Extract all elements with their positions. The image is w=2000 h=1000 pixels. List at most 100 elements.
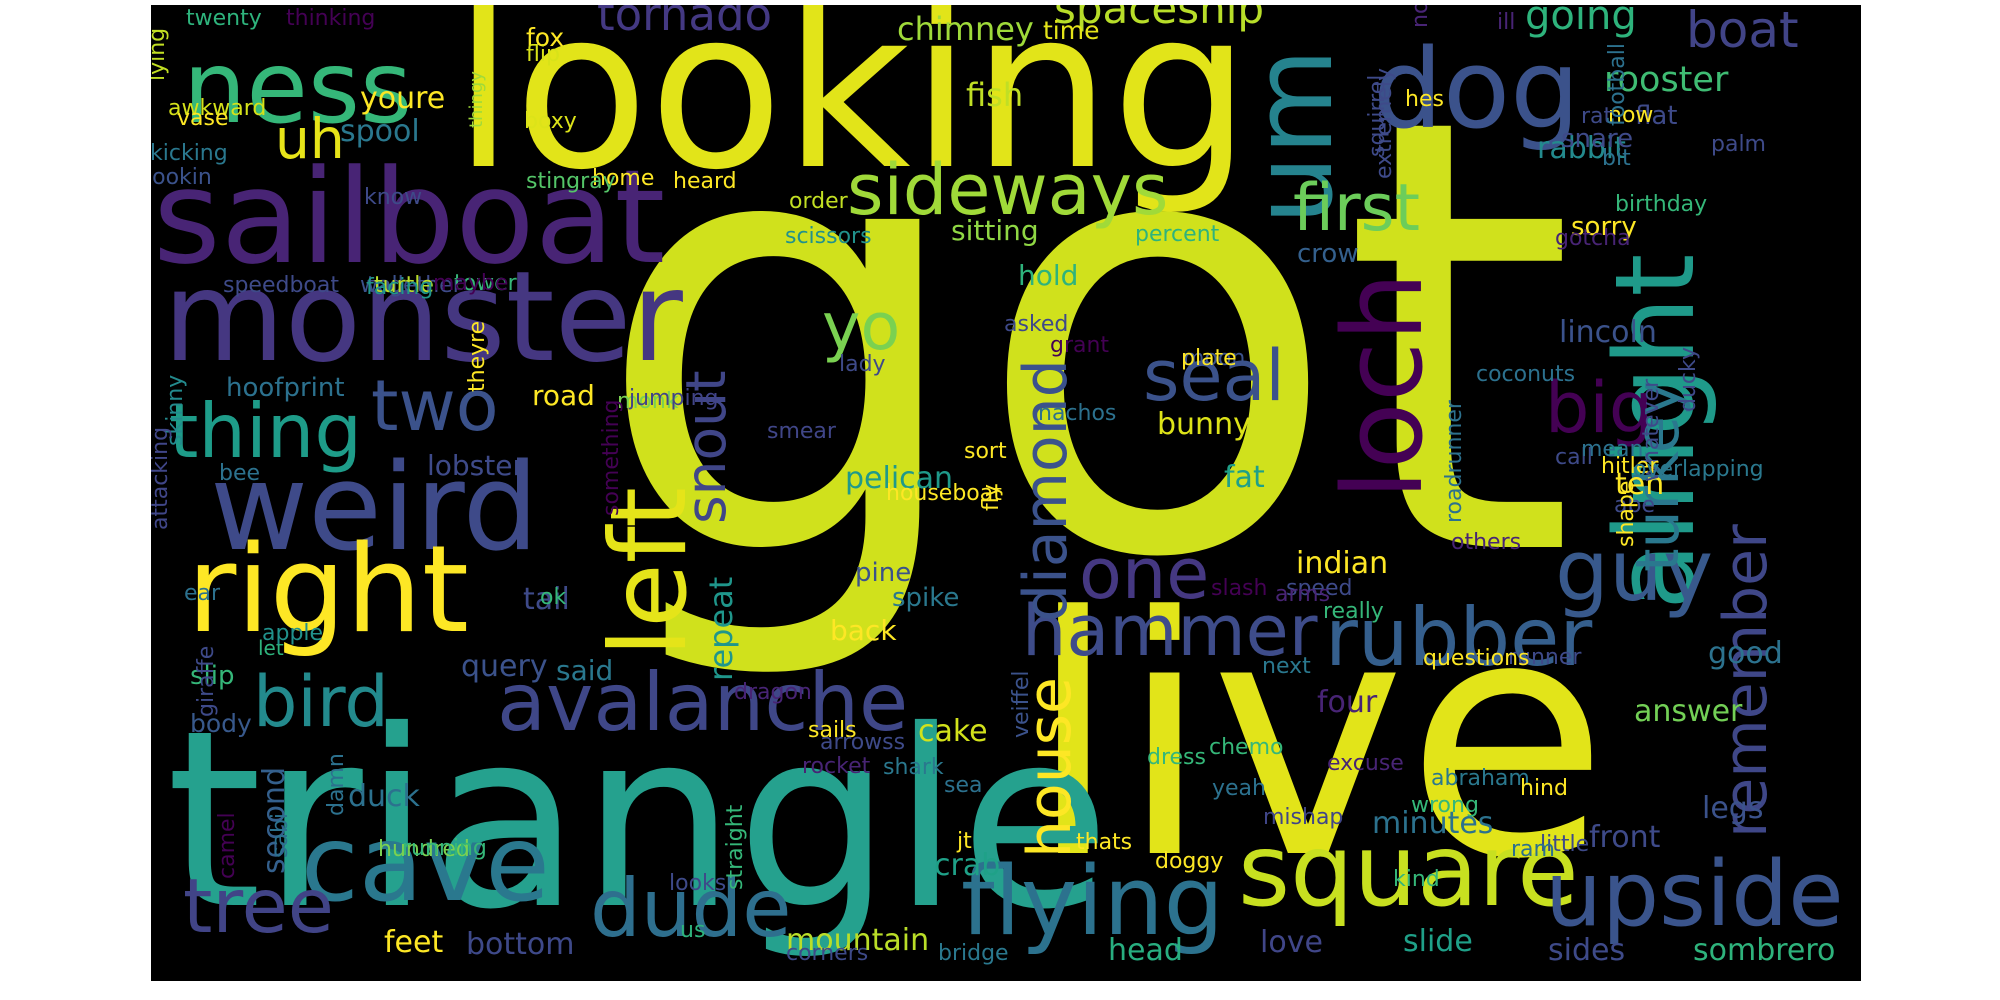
word-dog: dog [1373,25,1580,153]
word-something: something [599,400,624,516]
word-know: know [364,185,422,210]
word-body: body [190,709,252,738]
word-next: next [1262,654,1311,679]
word-houseboat: houseboat [886,481,1002,506]
word-fly: fly [979,484,1004,511]
word-said: said [556,654,613,687]
word-moon: moon [1183,346,1245,371]
word-bottom: bottom [466,927,575,962]
word-shark: shark [883,755,944,780]
word-bridge: bridge [938,941,1009,966]
word-thing: thing [169,387,362,475]
word-dude: dude [590,862,791,955]
word-front: front [1589,820,1661,855]
word-bunny: bunny [1157,407,1251,442]
word-speed: speed [1286,576,1352,601]
word-mishap: mishap [1263,805,1343,830]
word-four: four [1317,685,1378,720]
word-answer: answer [1634,694,1743,729]
word-query: query [461,649,548,684]
word-feet: feet [384,925,443,960]
word-sideways: sideways [847,149,1168,231]
word-whatever: whatever [1639,378,1664,482]
word-rooster: rooster [1604,60,1729,100]
word-rubber: rubber [1325,591,1592,684]
word-uh: uh [275,107,345,171]
word-order: order [789,189,849,214]
word-looking: looking [453,5,1251,218]
word-sabi: sabi [268,813,293,858]
word-shape: shape [1614,481,1639,547]
word-really: really [1323,599,1384,624]
word-first: first [1293,171,1420,246]
word-call: call [1555,445,1593,470]
word-arms: arms [1275,582,1330,607]
word-boxy: boxy [524,109,577,134]
word-good: good [1708,636,1783,671]
word-second: second [257,767,292,874]
word-hundred: hundred [378,837,470,862]
word-jt: jt [956,829,972,854]
word-sailboat: sailboat [153,141,665,293]
word-maybe: maybe [433,271,508,296]
word-sombrero: sombrero [1693,933,1835,968]
word-others: others [1451,530,1521,555]
word-yo: yo [822,290,900,365]
word-two: two [371,365,499,447]
word-plate: plate [1181,346,1237,371]
word-excuse: excuse [1327,751,1404,776]
word-theyre: theyre [465,321,490,392]
word-tree: tree [183,862,334,950]
word-turkey: turkey [1623,381,1693,572]
word-football: football [1605,43,1630,126]
word-monster: monster [163,245,684,390]
word-hammer: hammer [1022,590,1318,672]
word-crow: crow [1297,239,1359,269]
word-giraffe: giraffe [194,646,219,717]
word-right: right [187,521,469,660]
word-back: back [830,614,897,647]
word-gotcha: gotcha [1555,226,1631,251]
word-seal: seal [1143,335,1285,417]
word-smear: smear [767,419,837,444]
word-squirrel: squirrel [1365,75,1390,157]
word-boat: boat [1686,5,1799,59]
word-little: little [1540,832,1589,857]
word-hind: hind [1520,776,1568,801]
word-hold: hold [1018,259,1078,292]
word-wrong: wrong [1411,793,1479,818]
word-home: home [592,166,654,191]
word-twenty: twenty [186,6,262,31]
word-fox: fox [526,23,564,52]
word-snare: snare [1561,124,1633,154]
word-house: house [1015,677,1085,858]
word-pelican: pelican [845,461,953,496]
word-road: road [532,379,595,412]
word-asked: asked [1004,312,1068,337]
word-slash: slash [1211,576,1267,601]
word-bird: bird [253,661,389,743]
word-time: time [1043,16,1099,45]
word-lady: lady [839,352,886,377]
word-rabbit: rabbit [1537,131,1626,166]
word-love: love [1260,925,1323,960]
word-chemo: chemo [1209,735,1283,760]
word-duck: duck [348,779,421,814]
word-spike: spike [892,583,959,613]
word-thingy: thingy [466,71,487,128]
word-skinny: skinny [163,375,188,446]
word-coconuts: coconuts [1476,362,1575,387]
word-questions: questions [1423,646,1530,671]
word-guy: guy [1555,522,1713,621]
word-grant: grant [1050,333,1109,358]
word-apple: apple [262,621,323,646]
word-spaceship: spaceship [1054,5,1264,33]
word-facing: facing [366,275,433,300]
word-kicking: kicking [151,141,228,166]
word-straight: straight [723,804,748,890]
word-extremely: extremely [1372,68,1397,179]
word-snout: snout [674,370,738,524]
word-minutes: minutes [1372,806,1493,841]
word-weird: weird [210,439,539,578]
